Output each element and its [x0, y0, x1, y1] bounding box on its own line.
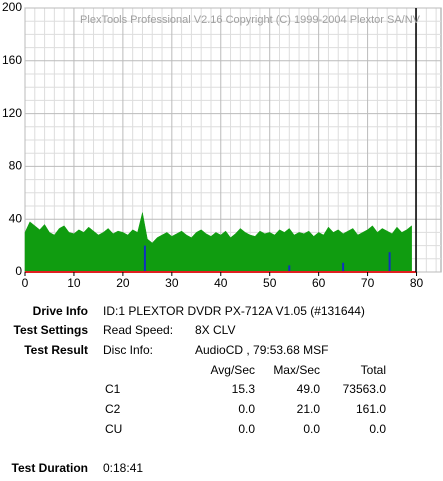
c2-bar [342, 262, 345, 272]
x-tick-label: 80 [410, 276, 424, 290]
cell: 0.0 [303, 422, 320, 436]
x-tick-label: 50 [263, 276, 277, 290]
y-tick-label: 80 [9, 159, 23, 173]
c1-area [24, 212, 412, 273]
row-label: CU [105, 422, 122, 436]
y-tick-label: 160 [2, 53, 22, 67]
cell: 73563.0 [343, 382, 387, 396]
cell: 0.0 [238, 422, 255, 436]
label: Test Duration [12, 461, 88, 475]
column-header: Max/Sec [273, 363, 320, 377]
column-header: Total [361, 363, 386, 377]
x-tick-label: 60 [312, 276, 326, 290]
label: Test Result [24, 343, 88, 357]
c2-bar [288, 265, 291, 272]
y-tick-label: 0 [15, 264, 22, 278]
value: Disc Info: [103, 343, 153, 357]
watermark: PlexTools Professional V2.16 Copyright (… [80, 14, 421, 26]
value: 0:18:41 [103, 461, 143, 475]
value: Read Speed: [103, 323, 173, 337]
cell: 0.0 [238, 402, 255, 416]
cell: 49.0 [297, 382, 321, 396]
value: AudioCD , 79:53.68 MSF [195, 343, 328, 357]
row-label: C1 [105, 382, 121, 396]
cell: 15.3 [232, 382, 256, 396]
c2-bar [143, 245, 146, 272]
cell: 21.0 [297, 402, 321, 416]
c2-bar [388, 252, 391, 272]
row-label: C2 [105, 402, 121, 416]
y-tick-label: 40 [9, 211, 23, 225]
column-header: Avg/Sec [211, 363, 255, 377]
x-tick-label: 70 [361, 276, 375, 290]
label: Test Settings [14, 323, 89, 337]
cell: 161.0 [356, 402, 386, 416]
y-tick-label: 120 [2, 106, 22, 120]
y-tick-label: 200 [2, 0, 22, 14]
x-tick-label: 20 [116, 276, 130, 290]
cell: 0.0 [369, 422, 386, 436]
x-tick-label: 10 [67, 276, 81, 290]
label: Drive Info [33, 304, 88, 318]
x-tick-label: 40 [214, 276, 228, 290]
x-tick-label: 0 [22, 276, 29, 290]
x-tick-label: 30 [165, 276, 179, 290]
value: ID:1 PLEXTOR DVDR PX-712A V1.05 (#131644… [103, 304, 365, 318]
value: 8X CLV [195, 323, 235, 337]
